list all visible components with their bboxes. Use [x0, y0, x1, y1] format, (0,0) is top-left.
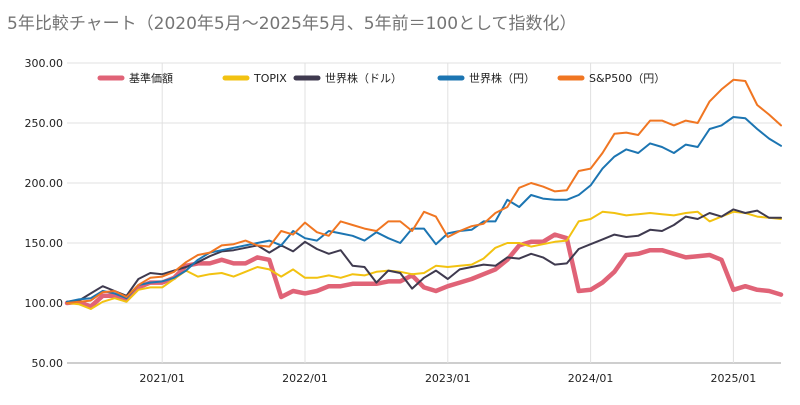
series-line-3 [66, 116, 782, 303]
legend-item-0[interactable]: 基準価額 [97, 71, 173, 85]
legend-label: 基準価額 [129, 71, 173, 85]
x-tick-label: 2025/01 [711, 372, 757, 385]
x-axis: 2021/01 2022/01 2023/01 2024/01 2025/01 [139, 372, 756, 385]
y-tick-label: 50.00 [32, 357, 64, 370]
x-tick-label: 2024/01 [568, 372, 614, 385]
y-axis: 50.00 100.00 150.00 200.00 250.00 300.00 [25, 57, 64, 370]
y-tick-label: 250.00 [25, 117, 64, 130]
legend-item-4[interactable]: S&P500（円） [557, 72, 665, 85]
x-tick-label: 2023/01 [425, 372, 471, 385]
legend-label: 世界株（円） [469, 71, 535, 85]
y-tick-label: 150.00 [25, 237, 64, 250]
series-layer [64, 78, 784, 310]
legend-item-2[interactable]: 世界株（ドル） [293, 71, 402, 85]
legend-label: TOPIX [253, 72, 287, 85]
legend-item-1[interactable]: TOPIX [222, 72, 287, 85]
legend-label: S&P500（円） [589, 72, 665, 85]
y-tick-label: 200.00 [25, 177, 64, 190]
legend[interactable]: 基準価額 TOPIX 世界株（ドル） 世界株（円） S&P500（円） [97, 71, 665, 85]
chart-title: 5年比較チャート（2020年5月〜2025年5月、5年前＝100として指数化） [7, 14, 577, 34]
x-tick-label: 2021/01 [139, 372, 185, 385]
series-line-1 [66, 210, 782, 310]
y-tick-label: 300.00 [25, 57, 64, 70]
x-tick-label: 2022/01 [282, 372, 328, 385]
grid [67, 62, 781, 364]
legend-label: 世界株（ドル） [325, 71, 402, 85]
legend-item-3[interactable]: 世界株（円） [437, 71, 535, 85]
series-line-4 [66, 78, 782, 304]
y-tick-label: 100.00 [25, 297, 64, 310]
